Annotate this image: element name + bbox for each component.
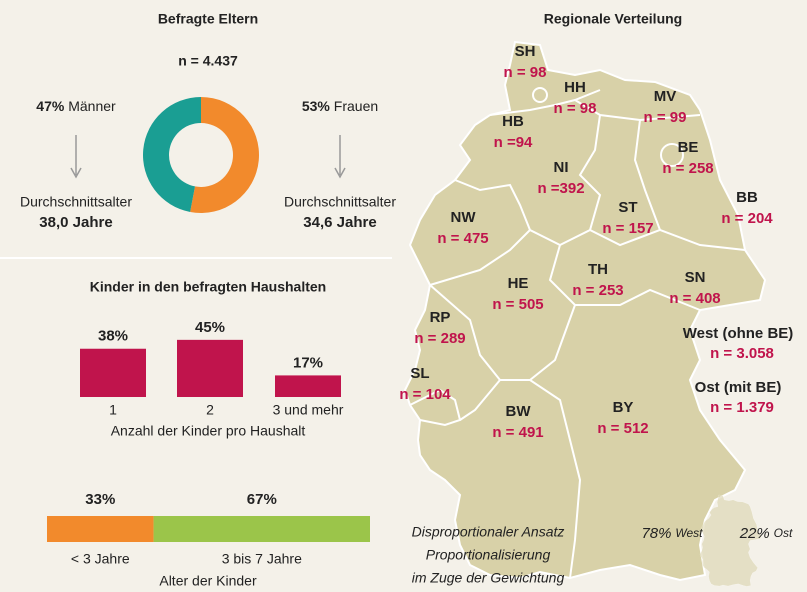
donut-slice bbox=[143, 97, 201, 212]
state-count: n = 258 bbox=[662, 160, 713, 177]
weight-value: 78% bbox=[641, 525, 671, 542]
state-count: n = 475 bbox=[437, 230, 488, 247]
annotation: Durchschnittsalter bbox=[284, 194, 396, 210]
annotation: 34,6 Jahre bbox=[303, 214, 376, 231]
state-count: n = 104 bbox=[399, 386, 451, 403]
state-count: n = 98 bbox=[504, 64, 547, 81]
donut-subtitle: n = 4.437 bbox=[178, 53, 238, 69]
x-tick-label: 2 bbox=[206, 402, 214, 418]
annotation: 38,0 Jahre bbox=[39, 214, 112, 231]
x-axis-label: Anzahl der Kinder pro Haushalt bbox=[111, 423, 306, 439]
bar-segment bbox=[153, 516, 370, 542]
note: im Zuge der Gewichtung bbox=[412, 570, 565, 586]
data-label: 38% bbox=[98, 328, 128, 345]
arrows bbox=[70, 135, 346, 179]
state-code: ST bbox=[618, 199, 637, 216]
state-count: n = 253 bbox=[572, 282, 623, 299]
state-code: BB bbox=[736, 189, 758, 206]
legend-entry: 47% Männer bbox=[36, 98, 116, 114]
state-code: HB bbox=[502, 113, 524, 130]
weight-label: 78% West bbox=[641, 525, 703, 542]
state-code: SH bbox=[515, 43, 536, 60]
annotation: Durchschnittsalter bbox=[20, 194, 132, 210]
state-code: RP bbox=[430, 309, 451, 326]
state-code: NI bbox=[554, 159, 569, 176]
state-code: HE bbox=[508, 275, 529, 292]
state-count: n =94 bbox=[494, 134, 533, 151]
legend-entry: 53% Frauen bbox=[302, 98, 378, 114]
state-count: n = 204 bbox=[721, 210, 773, 227]
state-code: SN bbox=[685, 269, 706, 286]
state-code: BW bbox=[506, 403, 532, 420]
state-count: n = 505 bbox=[492, 296, 543, 313]
x-axis-label: Alter der Kinder bbox=[159, 573, 257, 589]
note: Proportionalisierung bbox=[426, 547, 551, 563]
bar bbox=[275, 375, 341, 397]
weight-label: 22% Ost bbox=[739, 525, 793, 542]
donut-slice bbox=[190, 97, 260, 213]
state-code: SL bbox=[410, 365, 429, 382]
state-count: n = 512 bbox=[597, 420, 648, 437]
x-tick-label: 3 und mehr bbox=[273, 402, 344, 418]
map-title: Regionale Verteilung bbox=[544, 11, 682, 27]
data-label: 45% bbox=[195, 319, 225, 336]
state-count: n = 157 bbox=[602, 220, 653, 237]
state-count: n = 99 bbox=[644, 109, 687, 126]
region-name: West (ohne BE) bbox=[683, 325, 794, 342]
weight-value: 22% bbox=[739, 525, 770, 542]
x-tick-label: 1 bbox=[109, 402, 117, 418]
state-count: n =392 bbox=[537, 180, 584, 197]
data-label: 67% bbox=[247, 491, 277, 508]
data-label: 33% bbox=[85, 491, 115, 508]
state-borders bbox=[409, 87, 746, 579]
segment-label: < 3 Jahre bbox=[71, 551, 130, 567]
region-count: n = 1.379 bbox=[710, 399, 774, 416]
state-code: NW bbox=[451, 209, 477, 226]
region-name: Ost (mit BE) bbox=[695, 379, 782, 396]
state-code: TH bbox=[588, 261, 608, 278]
state-code: HH bbox=[564, 79, 586, 96]
segment-label: 3 bis 7 Jahre bbox=[222, 551, 302, 567]
state-count: n = 408 bbox=[669, 290, 720, 307]
state-code: BY bbox=[613, 399, 634, 416]
state-code: BE bbox=[678, 139, 699, 156]
bar-title: Kinder in den befragten Haushalten bbox=[90, 279, 326, 295]
donut-title: Befragte Eltern bbox=[158, 11, 258, 27]
weight-name: Ost bbox=[774, 526, 793, 540]
note: Disproportionaler Ansatz bbox=[412, 524, 565, 540]
weight-name: West bbox=[675, 526, 703, 540]
map bbox=[403, 40, 767, 587]
bar-segment bbox=[47, 516, 154, 542]
region-count: n = 3.058 bbox=[710, 345, 774, 362]
state-count: n = 491 bbox=[492, 424, 543, 441]
bar bbox=[177, 339, 243, 397]
bar bbox=[80, 348, 146, 397]
state-count: n = 98 bbox=[554, 100, 597, 117]
state-code: MV bbox=[654, 88, 677, 105]
state-count: n = 289 bbox=[414, 330, 465, 347]
data-label: 17% bbox=[293, 354, 323, 371]
